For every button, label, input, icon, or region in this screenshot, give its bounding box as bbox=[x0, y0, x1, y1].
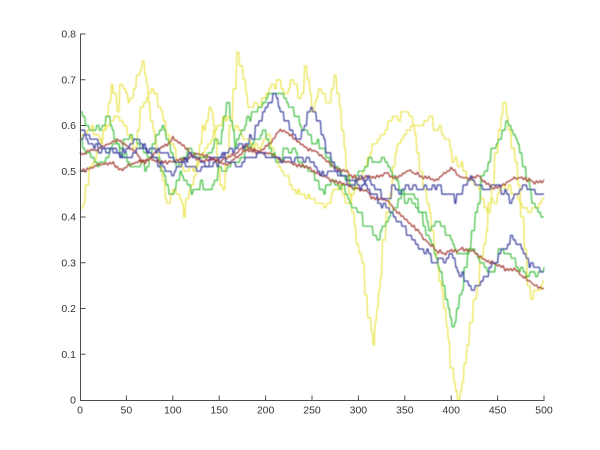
svg-text:0.2: 0.2 bbox=[61, 303, 76, 315]
svg-text:0.1: 0.1 bbox=[61, 349, 76, 361]
svg-text:0.4: 0.4 bbox=[61, 212, 76, 224]
svg-text:200: 200 bbox=[257, 405, 275, 417]
svg-text:400: 400 bbox=[442, 405, 460, 417]
svg-text:0.6: 0.6 bbox=[61, 120, 76, 132]
svg-text:150: 150 bbox=[210, 405, 228, 417]
svg-text:0: 0 bbox=[77, 405, 83, 417]
svg-text:0.3: 0.3 bbox=[61, 257, 76, 269]
svg-text:0.7: 0.7 bbox=[61, 74, 76, 86]
svg-text:300: 300 bbox=[350, 405, 368, 417]
svg-text:50: 50 bbox=[121, 405, 133, 417]
svg-text:250: 250 bbox=[303, 405, 321, 417]
svg-text:450: 450 bbox=[489, 405, 507, 417]
svg-text:0: 0 bbox=[70, 395, 76, 407]
svg-text:100: 100 bbox=[164, 405, 182, 417]
svg-text:0.8: 0.8 bbox=[61, 29, 76, 41]
svg-text:350: 350 bbox=[396, 405, 414, 417]
svg-text:0.5: 0.5 bbox=[61, 166, 76, 178]
svg-text:500: 500 bbox=[535, 405, 553, 417]
